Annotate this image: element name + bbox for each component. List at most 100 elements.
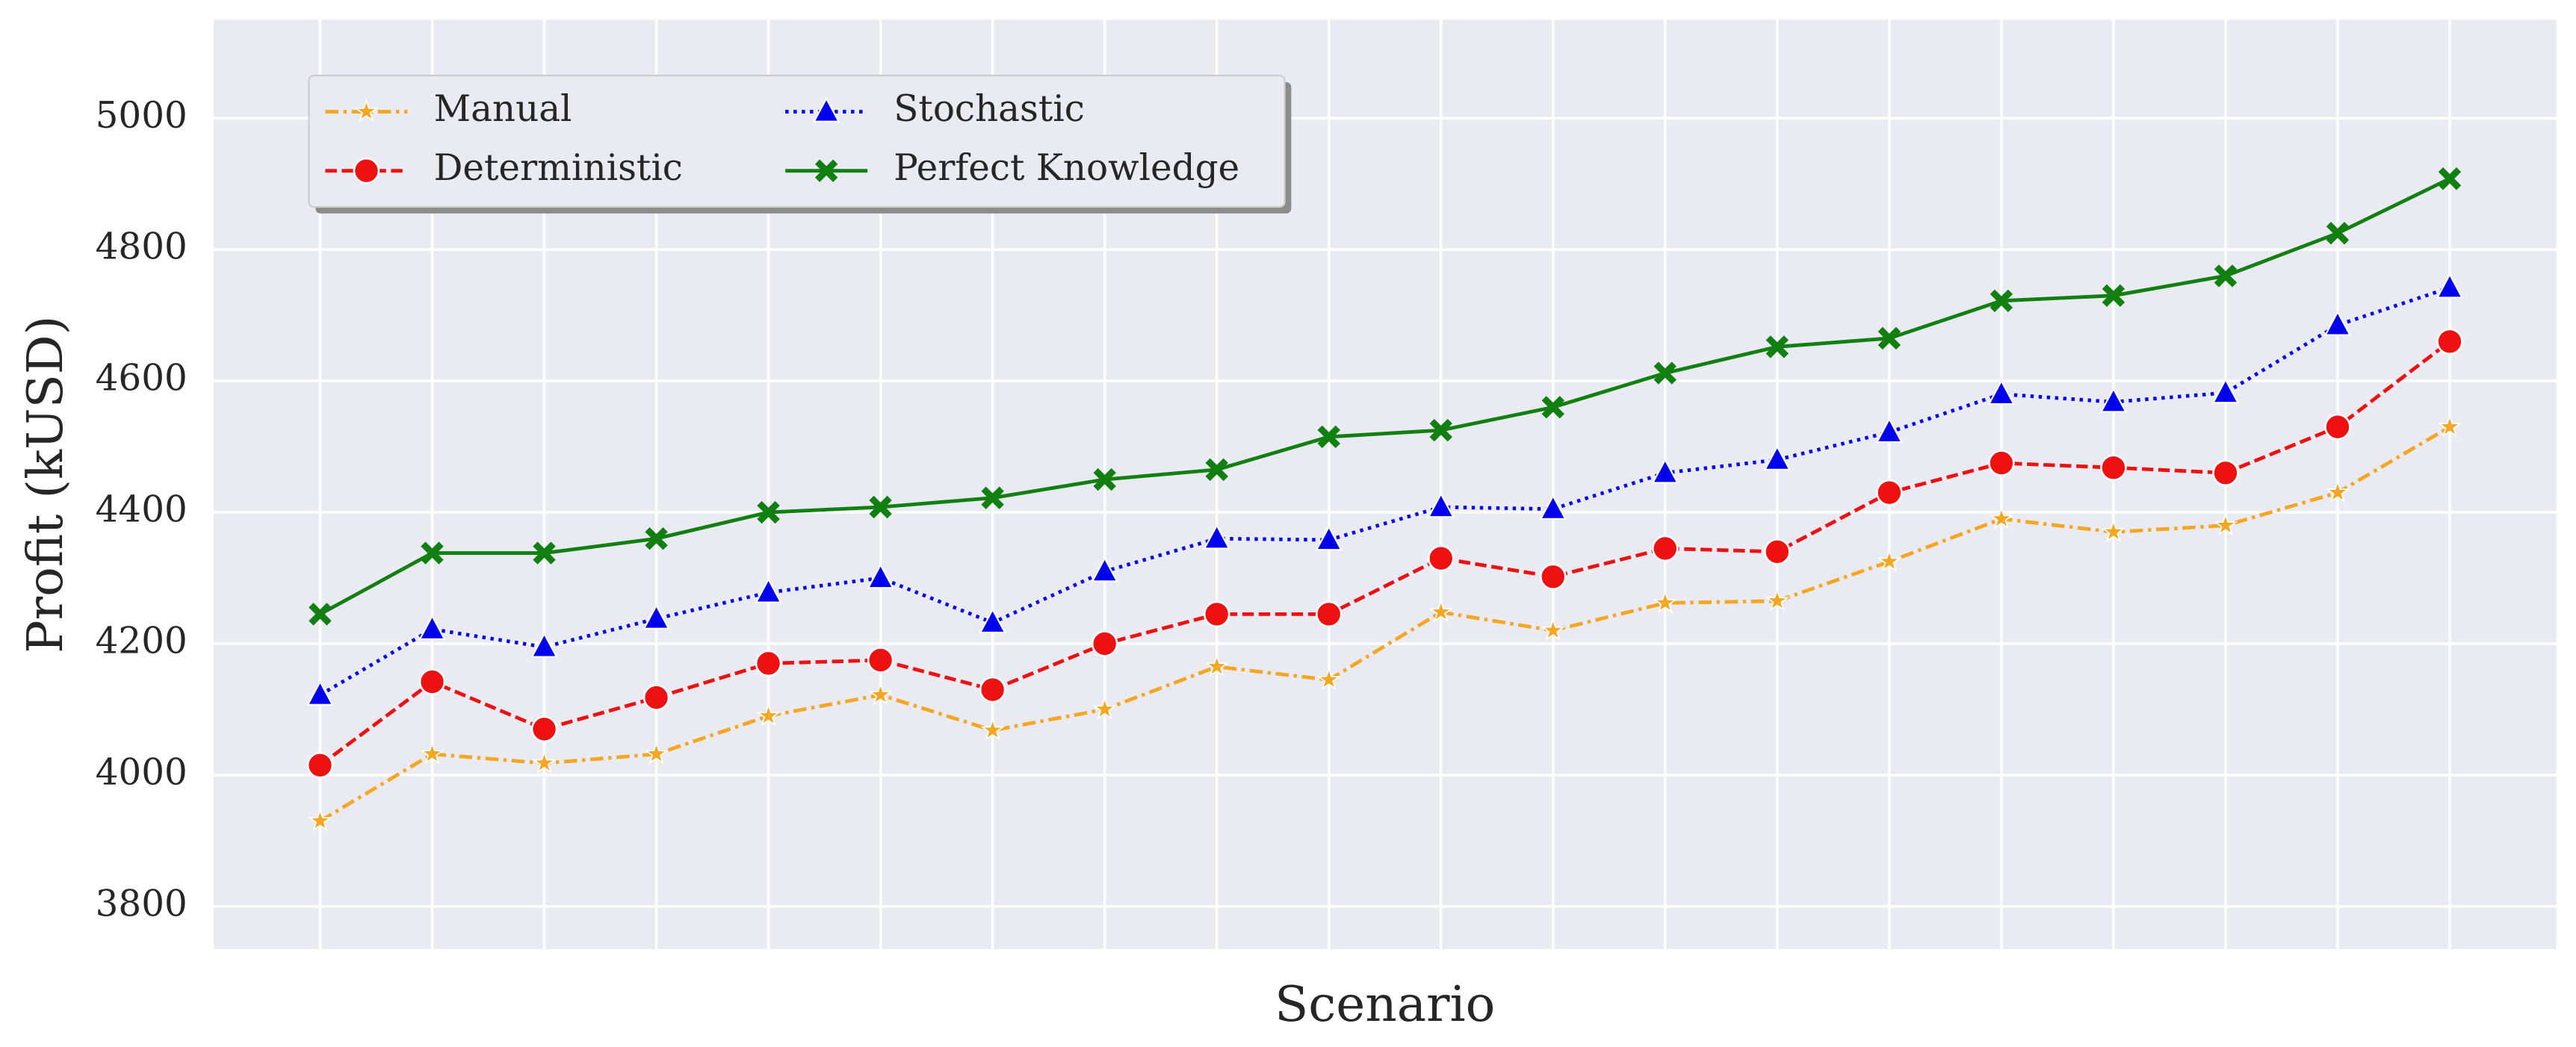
- legend: Manual Deterministic Stochastic Perfect Kno…: [308, 75, 1292, 214]
- marker: [756, 703, 781, 727]
- marker: [755, 577, 782, 603]
- marker: [643, 603, 670, 630]
- legend-marker: [354, 99, 379, 122]
- marker: [980, 718, 1005, 741]
- marker: [2325, 479, 2350, 503]
- y-tick-label: 5000: [96, 95, 188, 137]
- legend-label: Stochastic: [894, 88, 1085, 130]
- marker: [1987, 379, 2016, 406]
- legend-marker: [353, 157, 380, 184]
- marker: [2100, 454, 2127, 482]
- marker: [1091, 630, 1118, 657]
- marker: [868, 682, 893, 706]
- marker: [1316, 667, 1341, 691]
- marker: [2213, 512, 2238, 536]
- marker: [2436, 273, 2464, 299]
- marker: [1990, 289, 2013, 313]
- marker: [643, 684, 670, 711]
- y-tick-label: 3800: [96, 883, 188, 925]
- marker: [1764, 538, 1791, 565]
- marker: [2212, 459, 2239, 487]
- marker: [867, 647, 894, 674]
- marker: [1203, 600, 1230, 628]
- marker: [2324, 413, 2351, 441]
- marker: [530, 715, 558, 743]
- marker: [1093, 467, 1116, 491]
- marker: [1315, 600, 1343, 628]
- marker: [1204, 653, 1229, 677]
- marker: [1653, 590, 1677, 614]
- marker: [981, 486, 1004, 509]
- y-tick-label: 4000: [96, 751, 188, 793]
- series-line: [319, 177, 2451, 616]
- marker: [1541, 618, 1565, 641]
- marker: [1315, 525, 1343, 551]
- series: [306, 328, 2463, 779]
- marker: [1541, 396, 1564, 419]
- marker: [1765, 335, 1789, 358]
- marker: [1989, 506, 2014, 529]
- series-lines: [306, 167, 2464, 832]
- marker: [1091, 556, 1118, 582]
- marker: [418, 614, 446, 640]
- y-tick-label: 4600: [96, 358, 188, 400]
- y-tick-label: 4800: [96, 226, 188, 268]
- marker: [309, 603, 332, 626]
- marker: [1205, 458, 1228, 482]
- marker: [2214, 264, 2238, 288]
- legend-marker: [814, 159, 838, 182]
- legend-label: Perfect Knowledge: [894, 147, 1239, 189]
- marker: [1539, 563, 1567, 591]
- series: [308, 414, 2462, 832]
- marker: [421, 541, 444, 565]
- marker: [757, 500, 780, 524]
- marker: [869, 495, 892, 519]
- series-line: [319, 285, 2450, 697]
- marker: [1651, 535, 1679, 562]
- series: [309, 167, 2462, 626]
- marker: [1317, 425, 1340, 449]
- series-line: [319, 340, 2451, 767]
- marker: [1092, 696, 1117, 720]
- marker: [1651, 458, 1679, 484]
- marker: [530, 632, 558, 658]
- marker: [1427, 492, 1455, 518]
- marker: [867, 563, 894, 589]
- x-axis-label: Scenario: [1275, 975, 1495, 1033]
- marker: [1765, 588, 1789, 612]
- marker: [2326, 222, 2350, 245]
- marker: [979, 676, 1006, 703]
- marker: [306, 751, 334, 779]
- marker: [2438, 167, 2462, 190]
- marker: [755, 650, 782, 677]
- y-tick-label: 4400: [96, 489, 188, 531]
- marker: [2101, 519, 2126, 543]
- marker: [1203, 524, 1231, 550]
- marker: [1427, 544, 1455, 572]
- marker: [532, 751, 557, 774]
- marker: [1429, 418, 1452, 442]
- legend-frame: [308, 75, 1286, 208]
- y-tick-label: 4200: [96, 620, 188, 662]
- marker: [308, 808, 332, 832]
- legend-marker: [812, 96, 840, 122]
- marker: [644, 741, 669, 765]
- marker: [1877, 549, 1902, 572]
- marker: [645, 527, 668, 550]
- series-line: [319, 425, 2451, 823]
- marker: [2211, 378, 2240, 404]
- marker: [2437, 414, 2462, 438]
- marker: [1988, 450, 2015, 476]
- marker: [1428, 599, 1453, 623]
- y-axis-label: Profit (kUSD): [16, 316, 74, 653]
- marker: [1877, 326, 1901, 350]
- marker: [2099, 387, 2128, 413]
- marker: [1653, 361, 1676, 385]
- marker: [420, 741, 445, 765]
- legend-label: Manual: [434, 88, 572, 130]
- marker: [1875, 417, 1904, 444]
- series: [306, 273, 2464, 706]
- marker: [1539, 494, 1567, 520]
- marker: [979, 607, 1006, 634]
